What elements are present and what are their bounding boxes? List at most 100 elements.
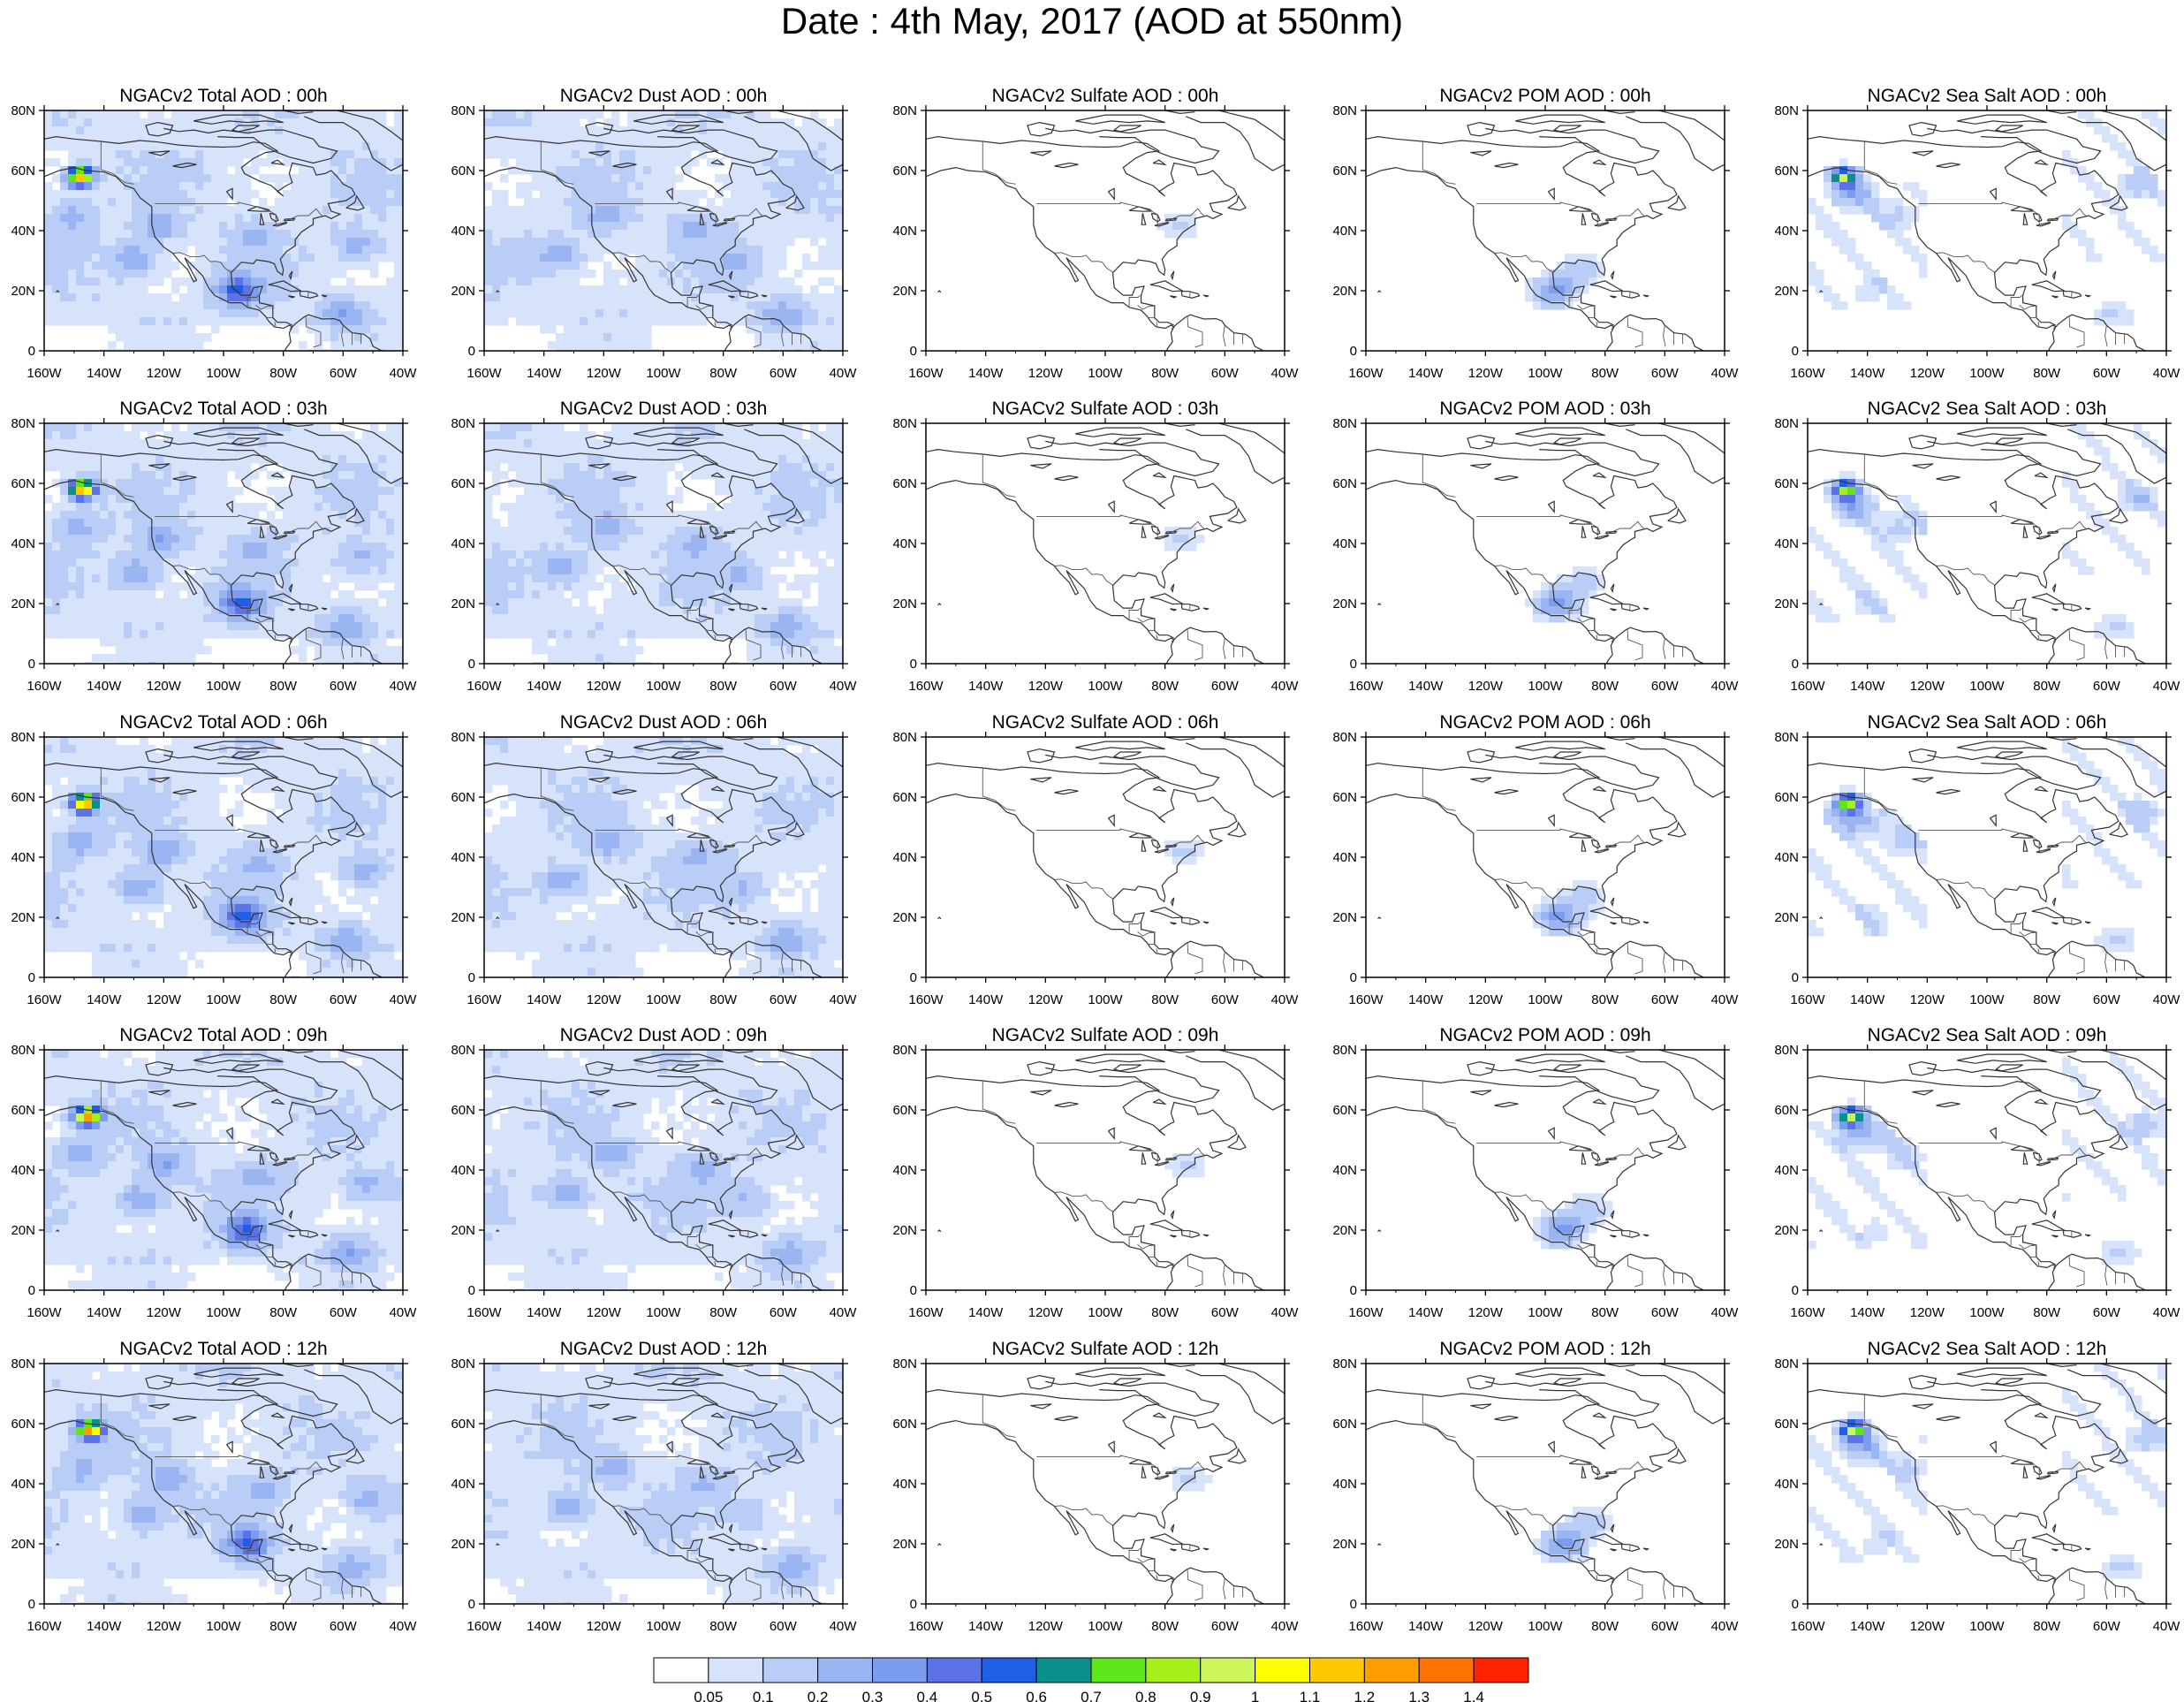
lat-tick-label: 20N bbox=[1774, 910, 1799, 925]
lon-tick-label: 80W bbox=[709, 679, 738, 694]
lon-tick-label: 40W bbox=[1711, 1305, 1740, 1320]
lon-tick-label: 120W bbox=[1910, 992, 1945, 1007]
lon-tick-label: 40W bbox=[1711, 1619, 1740, 1634]
lat-tick-label: 20N bbox=[1774, 596, 1799, 612]
lat-tick-label: 60N bbox=[892, 1103, 917, 1118]
coastlines bbox=[926, 1364, 1285, 1604]
panel-grid: NGACv2 Total AOD : 00h 160W 140W 120W 100W 80… bbox=[11, 86, 2180, 1634]
aod-field bbox=[44, 1364, 403, 1604]
lat-tick-label: 0 bbox=[1350, 657, 1357, 672]
lon-tick-label: 140W bbox=[968, 1619, 1004, 1634]
lon-tick-label: 60W bbox=[2093, 992, 2121, 1007]
map-panel: NGACv2 Dust AOD : 09h 160W 140W 120W 100W 80W… bbox=[451, 1025, 857, 1320]
aod-field bbox=[1366, 423, 1725, 664]
lat-tick-label: 40N bbox=[11, 1477, 35, 1492]
coastlines bbox=[484, 1050, 843, 1290]
lat-tick-label: 0 bbox=[910, 1597, 917, 1612]
lon-tick-label: 120W bbox=[1910, 366, 1945, 381]
lat-tick-label: 80N bbox=[1774, 1356, 1799, 1371]
colorbar-box bbox=[762, 1657, 819, 1683]
coastlines bbox=[484, 737, 843, 977]
lon-tick-label: 80W bbox=[1591, 679, 1619, 694]
lat-tick-label: 80N bbox=[892, 1043, 917, 1058]
lat-tick-label: 0 bbox=[1350, 970, 1357, 985]
lat-tick-label: 60N bbox=[1774, 1103, 1799, 1118]
lat-tick-label: 20N bbox=[892, 284, 917, 299]
aod-field bbox=[1366, 1364, 1725, 1604]
coastlines bbox=[484, 423, 843, 664]
aod-field bbox=[44, 737, 403, 977]
lat-tick-label: 60N bbox=[451, 163, 475, 179]
colorbar-box bbox=[926, 1657, 982, 1683]
lat-tick-label: 40N bbox=[1774, 1477, 1799, 1492]
lon-tick-label: 100W bbox=[206, 679, 241, 694]
lon-tick-label: 60W bbox=[770, 679, 798, 694]
map-panel: NGACv2 POM AOD : 06h 160W 140W 120W 100W 80W 6… bbox=[1332, 712, 1739, 1007]
panel-title: NGACv2 POM AOD : 09h bbox=[1439, 1025, 1650, 1045]
lat-tick-label: 80N bbox=[451, 1356, 475, 1371]
lat-tick-label: 20N bbox=[11, 910, 35, 925]
lon-tick-label: 140W bbox=[1850, 366, 1885, 381]
aod-field bbox=[484, 737, 843, 977]
colorbar-box bbox=[1090, 1657, 1147, 1683]
lon-tick-label: 40W bbox=[1271, 1305, 1300, 1320]
lon-tick-label: 80W bbox=[1151, 1619, 1179, 1634]
lat-tick-label: 20N bbox=[1332, 1223, 1357, 1238]
coastlines bbox=[44, 110, 403, 351]
lon-tick-label: 60W bbox=[770, 1619, 798, 1634]
lon-tick-label: 40W bbox=[830, 1619, 858, 1634]
lat-tick-label: 40N bbox=[11, 1163, 35, 1178]
aod-field bbox=[926, 110, 1285, 351]
lon-tick-label: 100W bbox=[646, 1619, 681, 1634]
lon-tick-label: 80W bbox=[1151, 679, 1179, 694]
lon-tick-label: 120W bbox=[1468, 992, 1504, 1007]
lat-tick-label: 20N bbox=[11, 284, 35, 299]
aod-field bbox=[926, 1364, 1285, 1604]
lon-tick-label: 120W bbox=[1028, 1305, 1064, 1320]
lon-tick-label: 60W bbox=[1651, 366, 1680, 381]
lon-tick-label: 120W bbox=[147, 992, 182, 1007]
map-panel: NGACv2 Dust AOD : 03h 160W 140W 120W 100W 80W… bbox=[451, 399, 857, 694]
lon-tick-label: 140W bbox=[1850, 679, 1885, 694]
lon-tick-label: 80W bbox=[269, 366, 298, 381]
lon-tick-label: 40W bbox=[830, 1305, 858, 1320]
aod-field bbox=[1808, 1050, 2166, 1290]
lon-tick-label: 80W bbox=[269, 992, 298, 1007]
lon-tick-label: 100W bbox=[1969, 1305, 2005, 1320]
lon-tick-label: 80W bbox=[1591, 366, 1619, 381]
coastlines bbox=[1366, 1050, 1725, 1290]
panel-title: NGACv2 Dust AOD : 03h bbox=[560, 399, 768, 419]
coastlines bbox=[1808, 423, 2166, 664]
panel-title: NGACv2 Dust AOD : 06h bbox=[560, 712, 768, 733]
map-panel: NGACv2 Total AOD : 00h 160W 140W 120W 100W 80… bbox=[11, 86, 417, 381]
lon-tick-label: 60W bbox=[770, 366, 798, 381]
colorbar-box bbox=[981, 1657, 1037, 1683]
lon-tick-label: 160W bbox=[1790, 1619, 1825, 1634]
lon-tick-label: 160W bbox=[1790, 1305, 1825, 1320]
lat-tick-label: 20N bbox=[451, 1537, 475, 1552]
lon-tick-label: 100W bbox=[1088, 992, 1123, 1007]
lon-tick-label: 40W bbox=[1271, 679, 1300, 694]
lat-tick-label: 40N bbox=[1332, 1163, 1357, 1178]
aod-field bbox=[1366, 110, 1725, 351]
lat-tick-label: 20N bbox=[451, 596, 475, 612]
lat-tick-label: 0 bbox=[910, 344, 917, 359]
lon-tick-label: 100W bbox=[646, 679, 681, 694]
lon-tick-label: 40W bbox=[390, 1619, 418, 1634]
lon-tick-label: 40W bbox=[830, 366, 858, 381]
lon-tick-label: 100W bbox=[646, 992, 681, 1007]
lon-tick-label: 160W bbox=[1790, 679, 1825, 694]
lat-tick-label: 0 bbox=[1350, 1597, 1357, 1612]
lat-tick-label: 0 bbox=[28, 1597, 35, 1612]
map-panel: NGACv2 Sulfate AOD : 06h 160W 140W 120W 100W… bbox=[892, 712, 1299, 1007]
colorbar-label: 0.4 bbox=[917, 1689, 938, 1702]
panel-title: NGACv2 Sea Salt AOD : 09h bbox=[1868, 1025, 2107, 1045]
lon-tick-label: 160W bbox=[27, 366, 62, 381]
map-panel: NGACv2 Sea Salt AOD : 00h 160W 140W 120W 100… bbox=[1774, 86, 2180, 381]
lon-tick-label: 100W bbox=[206, 1619, 241, 1634]
aod-field bbox=[1808, 737, 2166, 977]
lon-tick-label: 120W bbox=[587, 366, 622, 381]
lon-tick-label: 100W bbox=[206, 1305, 241, 1320]
lat-tick-label: 80N bbox=[1332, 1043, 1357, 1058]
lon-tick-label: 160W bbox=[466, 1305, 502, 1320]
